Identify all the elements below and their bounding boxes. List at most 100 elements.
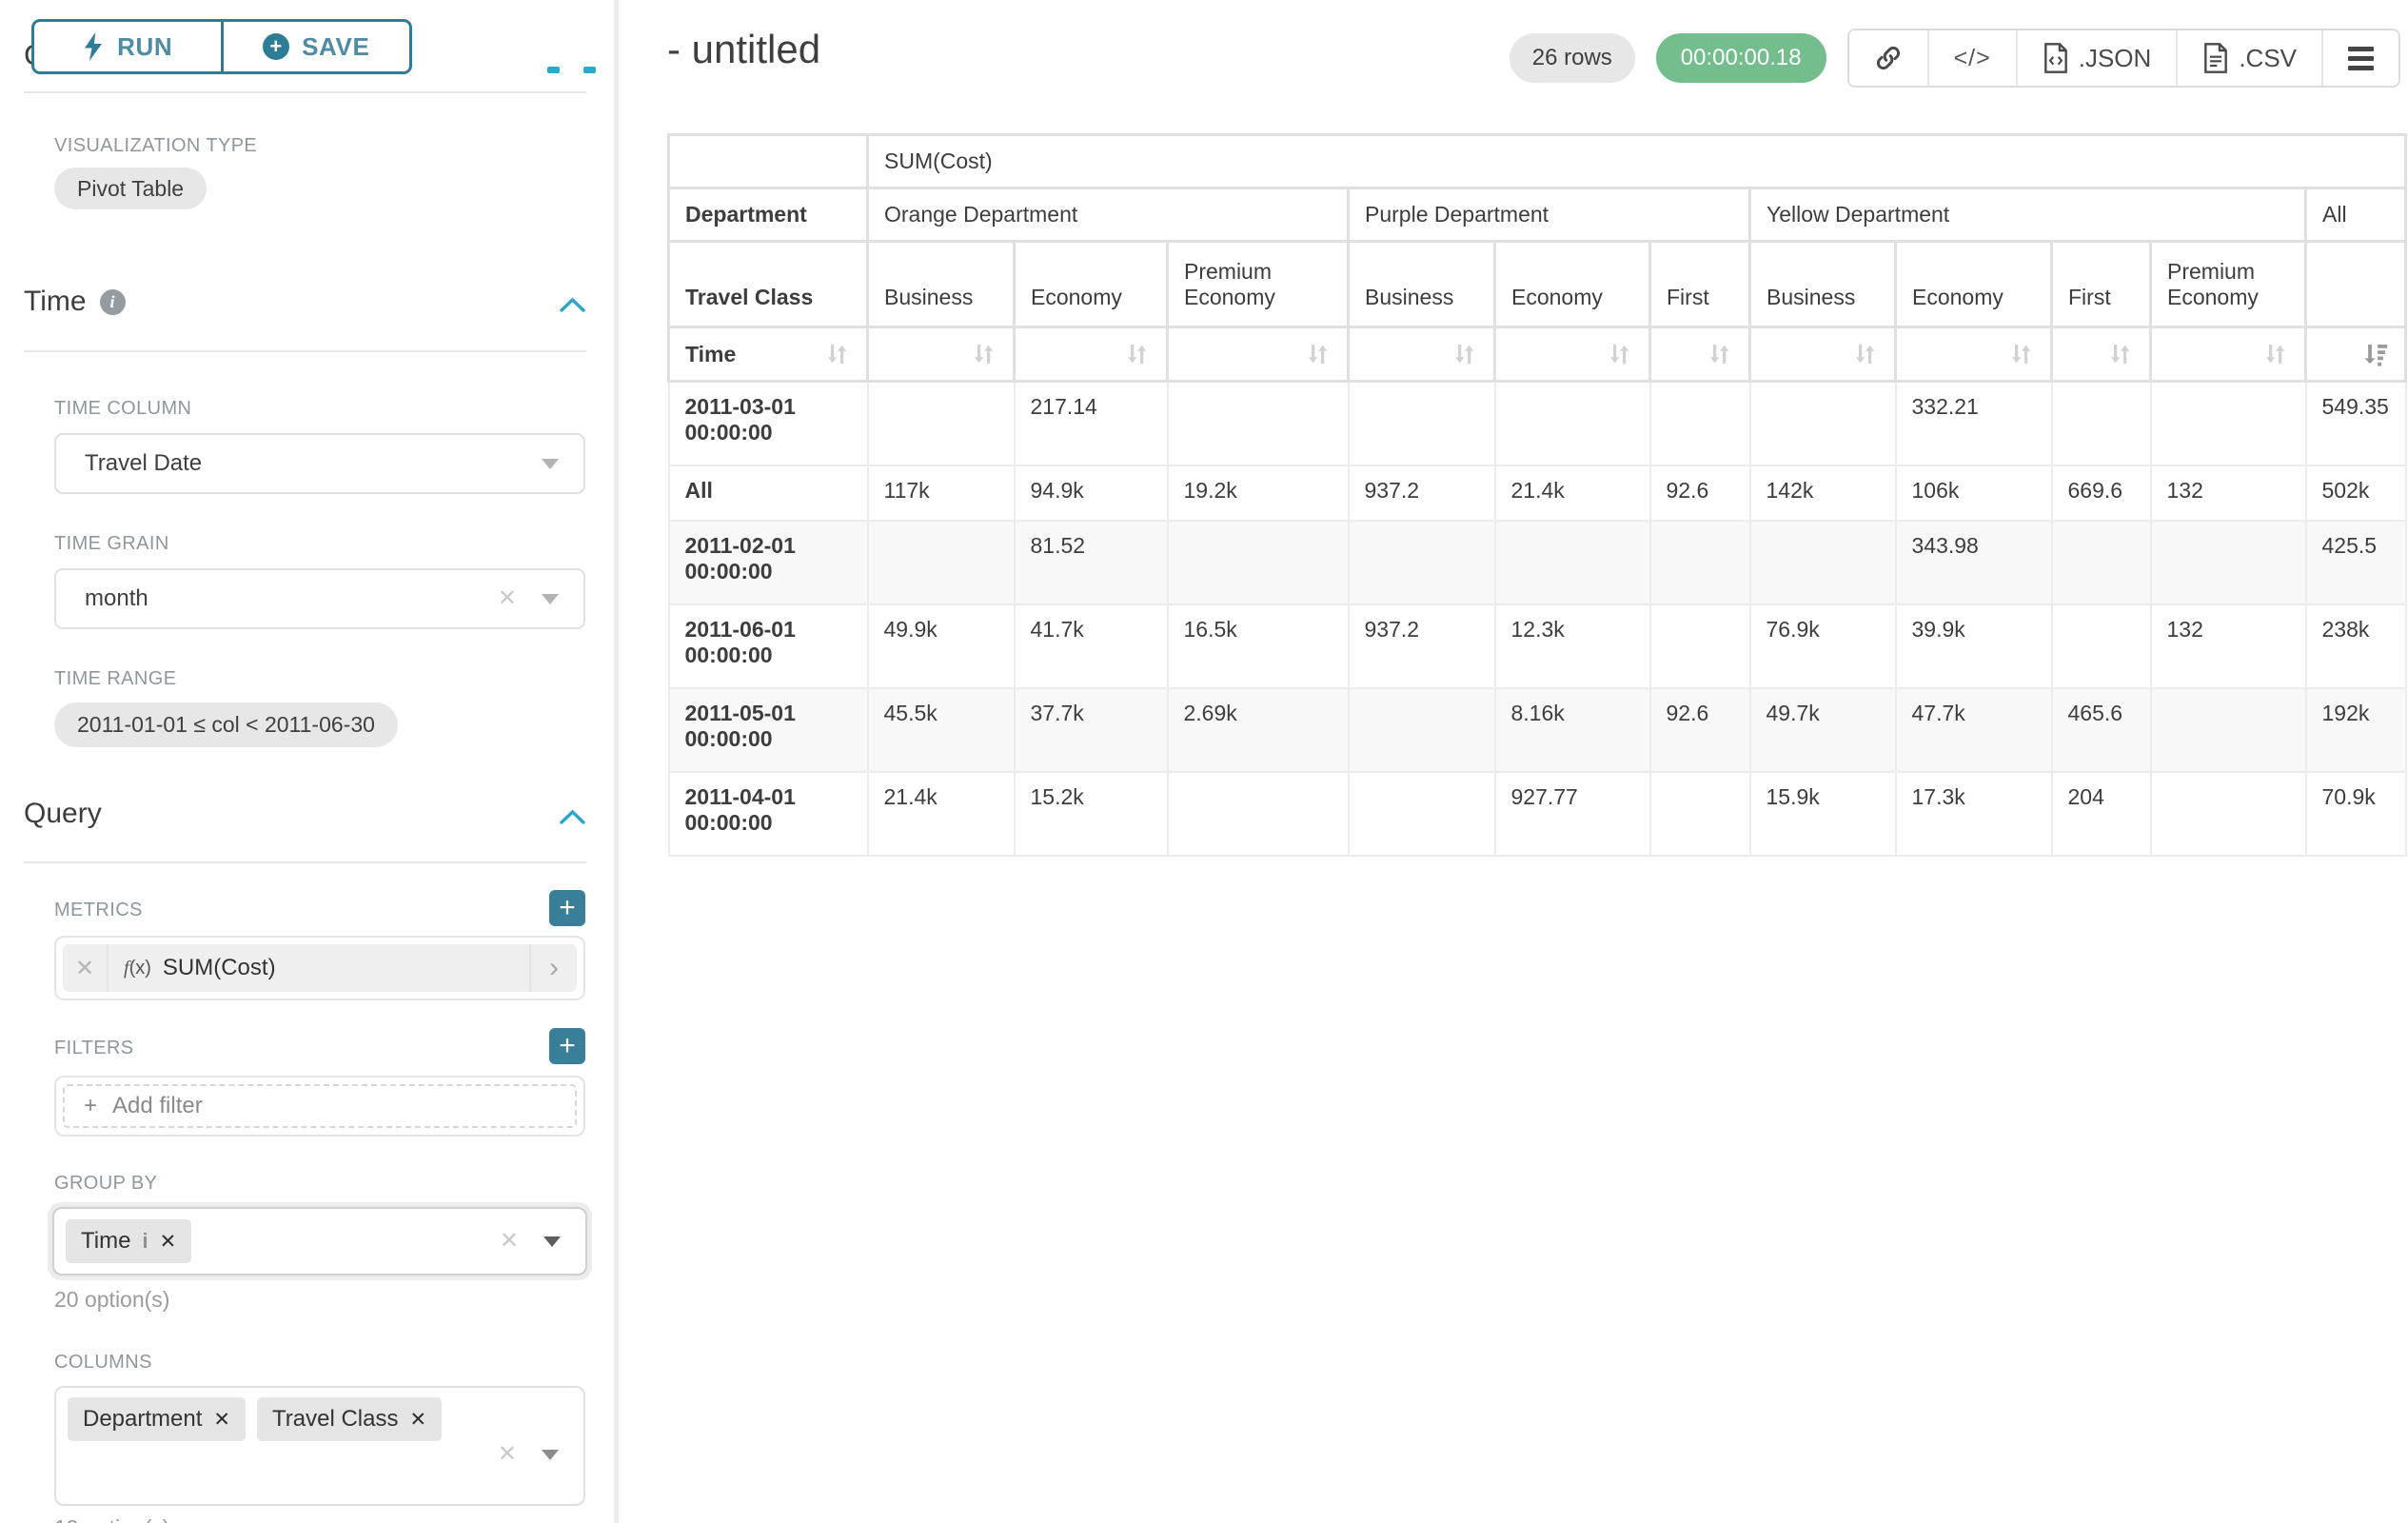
pivot-cell: 21.4k: [866, 770, 1016, 857]
group-by-options-hint: 20 option(s): [54, 1287, 170, 1312]
run-bolt-icon: [85, 32, 103, 61]
pivot-cell: 94.9k: [1013, 464, 1169, 522]
csv-file-icon: [2204, 43, 2228, 73]
run-button[interactable]: RUN: [34, 22, 221, 71]
pivot-data-row: 2011-06-01 00:00:00 49.9k 41.7k 16.5k 937.2 1…: [667, 603, 2407, 689]
pivot-sortable-column[interactable]: [2149, 326, 2307, 383]
pivot-cell: [2149, 519, 2307, 605]
menu-button[interactable]: [2321, 30, 2398, 86]
pivot-column-leaf-header: Business: [1748, 240, 1897, 328]
pivot-cell: 106k: [1894, 464, 2053, 522]
dropdown-caret-icon: [543, 1236, 561, 1247]
metric-value: SUM(Cost): [162, 955, 276, 980]
query-section-title: Query: [24, 798, 102, 829]
time-grain-select[interactable]: month ✕: [54, 568, 585, 629]
columns-select[interactable]: Department ✕ Travel Class ✕ ✕: [54, 1386, 585, 1506]
remove-tag-icon[interactable]: ✕: [409, 1408, 427, 1431]
group-by-select[interactable]: Time i ✕ ✕: [52, 1207, 587, 1276]
pivot-sortable-column[interactable]: [1166, 326, 1350, 383]
pivot-cell: [2149, 686, 2307, 773]
pivot-cell: 132: [2149, 464, 2307, 522]
link-icon: [1876, 46, 1900, 70]
sort-icon[interactable]: [1605, 340, 1633, 368]
time-range-pill[interactable]: 2011-01-01 ≤ col < 2011-06-30: [54, 702, 398, 747]
sort-desc-icon[interactable]: [2360, 340, 2389, 368]
sort-icon[interactable]: [1303, 340, 1332, 368]
sort-icon[interactable]: [1850, 340, 1879, 368]
pivot-sortable-column[interactable]: [1894, 326, 2053, 383]
pivot-cell: [1648, 603, 1751, 689]
export-csv-button[interactable]: .CSV: [2176, 30, 2321, 86]
add-metric-button[interactable]: +: [549, 890, 585, 926]
pivot-sortable-column[interactable]: [866, 326, 1016, 383]
columns-label: COLUMNS: [54, 1352, 152, 1373]
pivot-sortable-column[interactable]: [1648, 326, 1751, 383]
view-query-button[interactable]: </>: [1926, 30, 2016, 86]
pivot-sortable-column[interactable]: [1493, 326, 1651, 383]
pivot-data-row: 2011-04-01 00:00:00 21.4k 15.2k 927.77 15.9k…: [667, 770, 2407, 857]
sort-icon[interactable]: [2105, 340, 2134, 368]
sort-icon[interactable]: [1122, 340, 1151, 368]
sort-icon[interactable]: [969, 340, 997, 368]
save-button[interactable]: + SAVE: [220, 22, 410, 71]
remove-tag-icon[interactable]: ✕: [159, 1230, 177, 1253]
pivot-sortable-column[interactable]: [2303, 326, 2408, 383]
collapse-chevron-icon[interactable]: [560, 809, 585, 824]
pivot-column-leaf-header: Business: [866, 240, 1016, 328]
pivot-row-header: All: [667, 464, 869, 522]
pivot-cell: 425.5: [2304, 519, 2407, 605]
pivot-cell: 465.6: [2050, 686, 2152, 773]
pivot-sortable-column[interactable]: [1013, 326, 1169, 383]
sort-icon[interactable]: [2260, 340, 2289, 368]
export-json-button[interactable]: .JSON: [2015, 30, 2177, 86]
pivot-sortable-column[interactable]: [2050, 326, 2152, 383]
pivot-table: SUM(Cost) Department Orange Department Purp…: [667, 133, 2408, 857]
pivot-cell: [1648, 770, 1751, 857]
selected-value-tag[interactable]: Travel Class ✕: [257, 1397, 443, 1441]
pivot-cell: 37.7k: [1013, 686, 1169, 773]
filters-container: + Add filter: [54, 1076, 585, 1137]
visualization-type-pill[interactable]: Pivot Table: [54, 168, 207, 209]
pivot-cell: 49.9k: [866, 603, 1016, 689]
export-button-group: </> .JSON .CSV: [1846, 29, 2400, 88]
pivot-column-leaf-header: First: [1648, 240, 1751, 328]
pivot-cell: [1748, 519, 1897, 605]
page-title[interactable]: - untitled: [667, 27, 821, 71]
sort-icon[interactable]: [1705, 340, 1733, 368]
time-column-label: TIME COLUMN: [54, 398, 192, 419]
clear-icon[interactable]: ✕: [497, 585, 517, 611]
remove-tag-icon[interactable]: ✕: [213, 1408, 230, 1431]
add-filter-plus-button[interactable]: +: [549, 1028, 585, 1064]
metric-pill[interactable]: ✕ f(x) SUM(Cost) ›: [63, 944, 577, 992]
sort-icon[interactable]: [2006, 340, 2035, 368]
collapse-chevron-icon[interactable]: [560, 297, 585, 312]
filters-label: FILTERS: [54, 1038, 134, 1058]
clear-icon[interactable]: ✕: [497, 1441, 517, 1467]
metrics-container: ✕ f(x) SUM(Cost) ›: [54, 936, 585, 1000]
remove-metric-icon[interactable]: ✕: [63, 944, 109, 992]
pivot-cell: 332.21: [1894, 380, 2053, 466]
menu-icon: [2348, 46, 2374, 70]
pivot-cell: 15.9k: [1748, 770, 1897, 857]
pivot-column-leaf-header: Premium Economy: [2149, 240, 2307, 328]
sort-icon[interactable]: [1450, 340, 1478, 368]
sort-icon[interactable]: [822, 340, 851, 368]
selected-value-tag[interactable]: Department ✕: [68, 1397, 246, 1441]
clear-icon[interactable]: ✕: [499, 1228, 519, 1254]
pivot-time-header[interactable]: Time: [667, 326, 869, 383]
add-filter-button[interactable]: + Add filter: [63, 1084, 577, 1128]
pivot-sortable-column[interactable]: [1748, 326, 1897, 383]
plus-icon: +: [84, 1093, 98, 1118]
time-column-select[interactable]: Travel Date: [54, 433, 585, 494]
pivot-cell: 92.6: [1648, 686, 1751, 773]
run-save-button-group: RUN + SAVE: [31, 19, 412, 74]
pivot-data-row: All 117k 94.9k 19.2k 937.2 21.4k 92.6 142k 106k 6…: [667, 464, 2407, 522]
expand-chevron-icon[interactable]: ›: [529, 944, 577, 992]
copy-link-button[interactable]: [1849, 30, 1927, 86]
run-button-label: RUN: [117, 31, 173, 61]
pivot-cell: 39.9k: [1894, 603, 2053, 689]
tag-label: Department: [83, 1406, 203, 1432]
pivot-sortable-column[interactable]: [1347, 326, 1496, 383]
selected-value-tag[interactable]: Time i ✕: [66, 1219, 192, 1263]
